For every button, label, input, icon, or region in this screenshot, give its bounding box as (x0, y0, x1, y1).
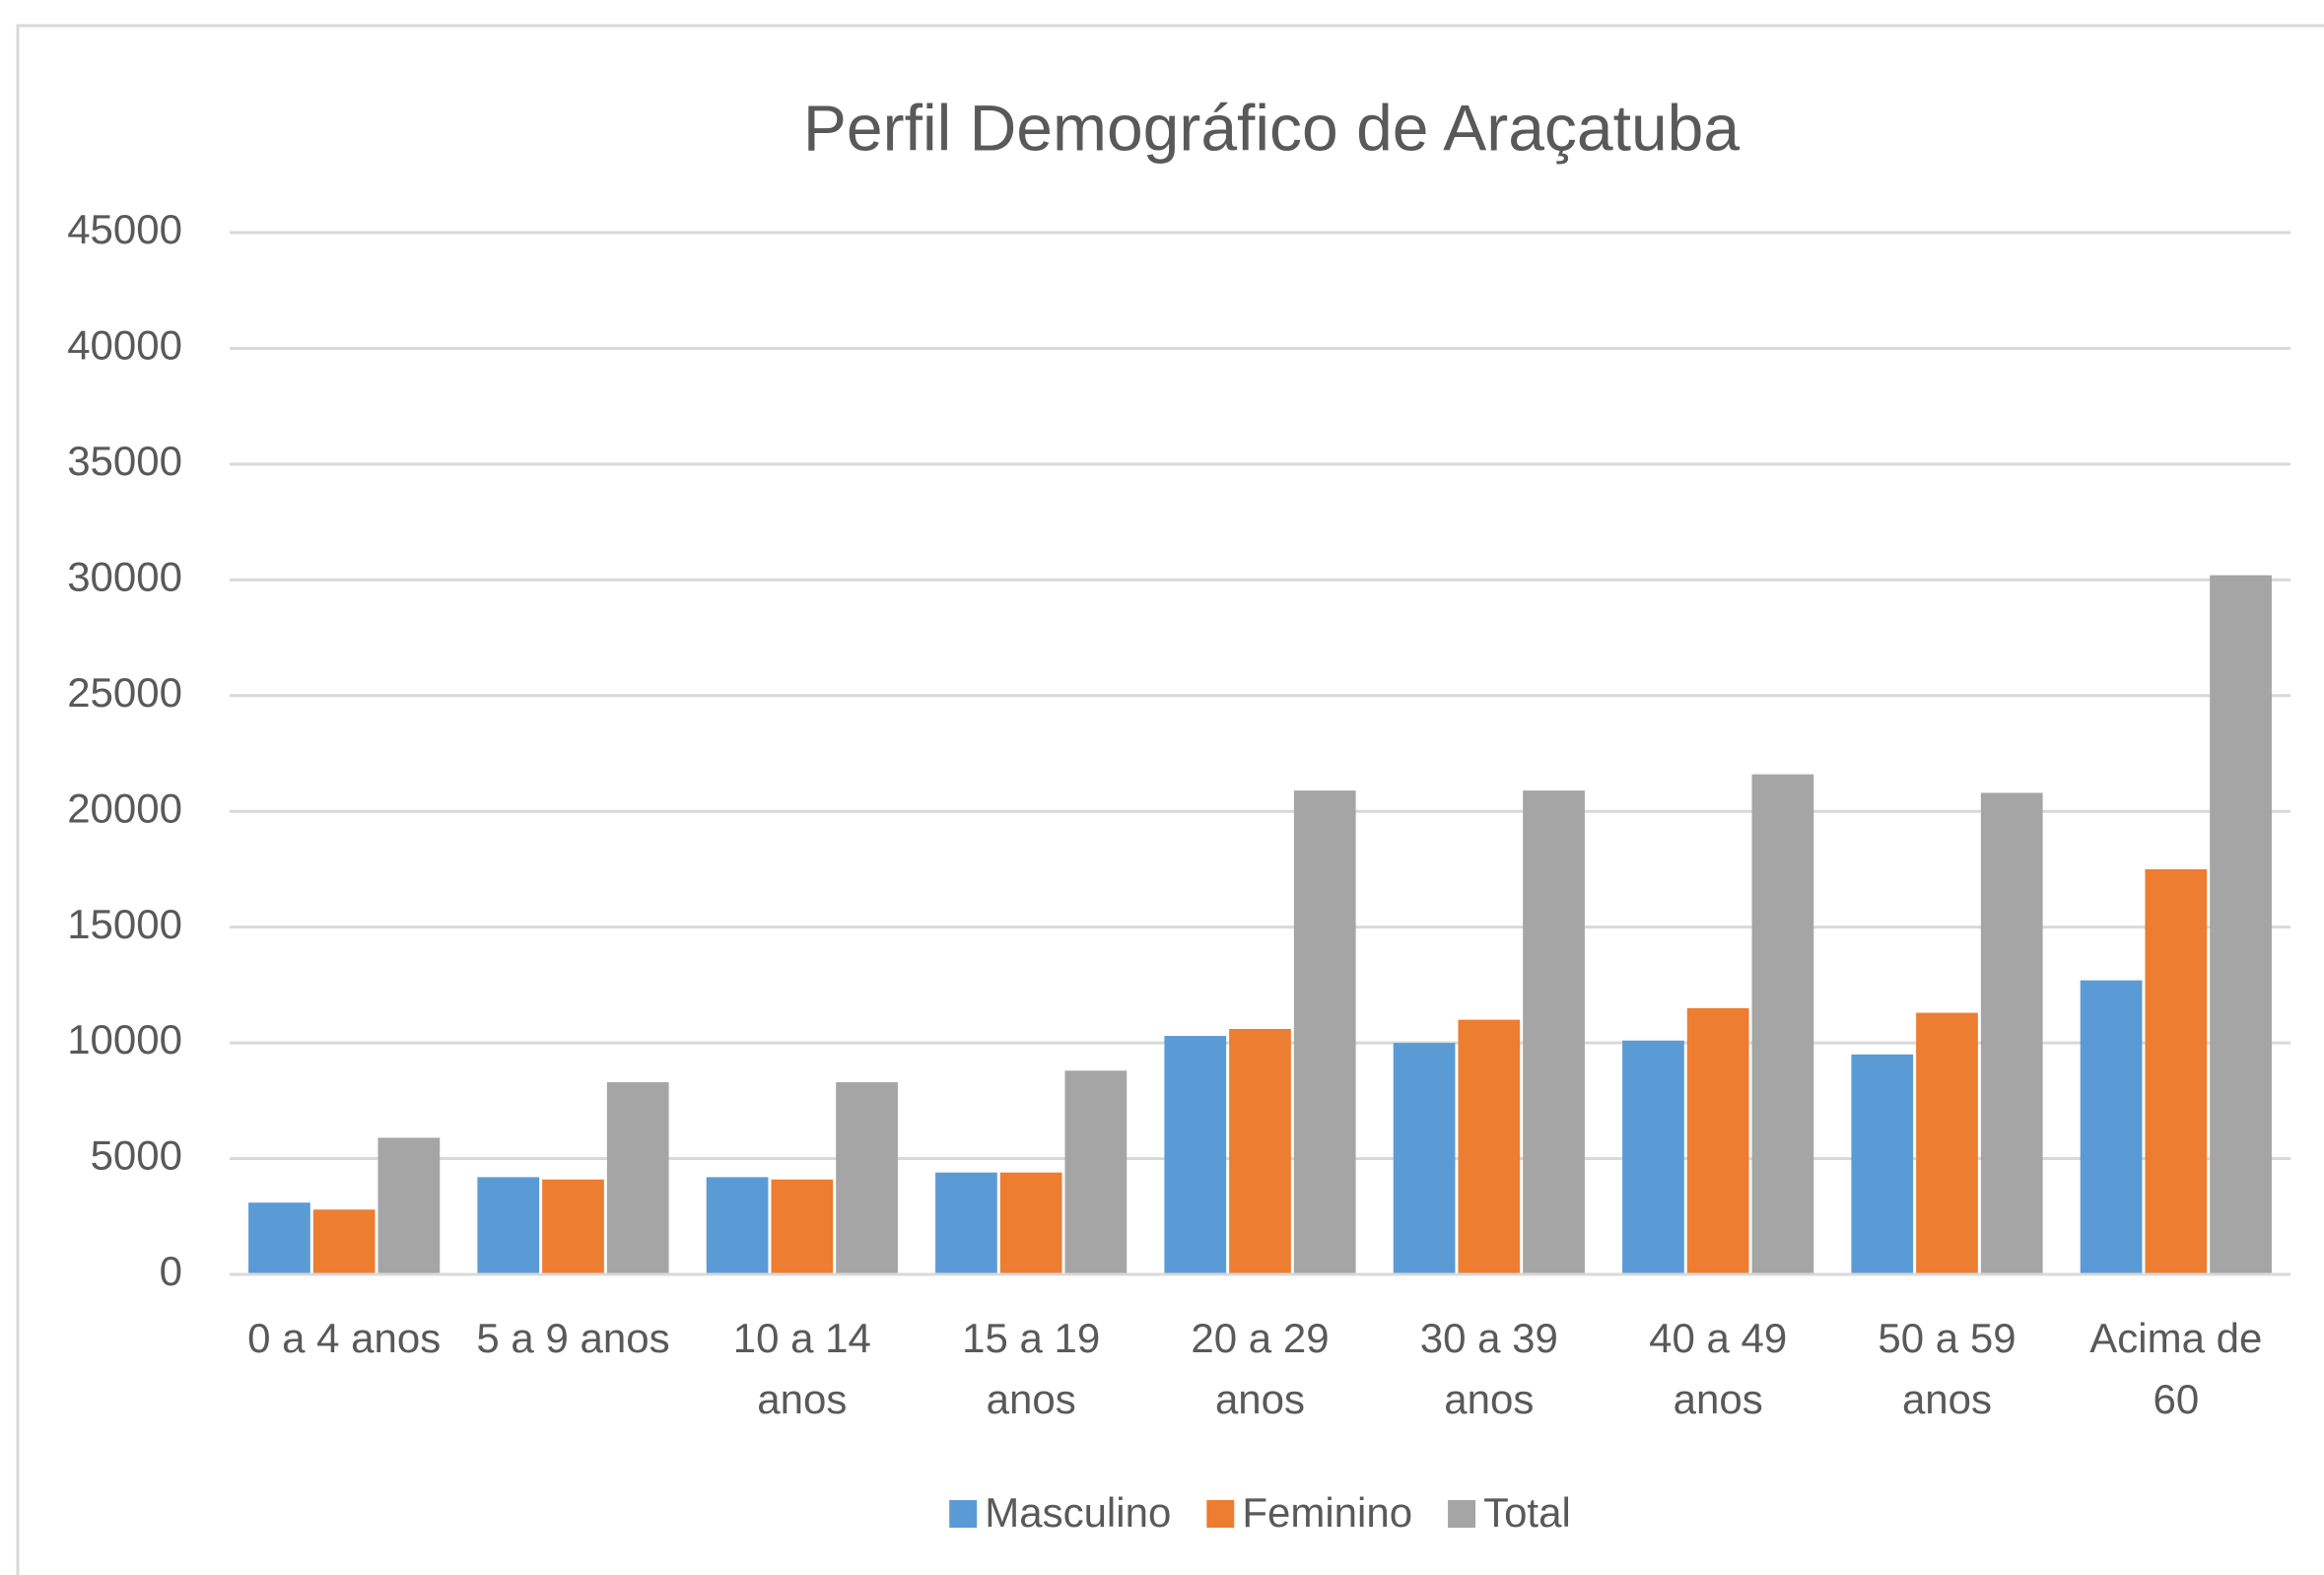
bar (2080, 980, 2143, 1274)
bar (1622, 1040, 1684, 1274)
y-tick-label: 35000 (67, 438, 182, 484)
bar (1523, 790, 1585, 1274)
bar (1164, 1036, 1227, 1274)
x-tick-label: 30 a 39 anos (1420, 1315, 1558, 1422)
legend-label: Masculino (985, 1489, 1171, 1536)
bar (1393, 1043, 1456, 1274)
x-tick-label: 40 a 49 anos (1649, 1315, 1787, 1422)
bar (1293, 790, 1356, 1274)
bar (2210, 575, 2272, 1274)
legend-swatch (1206, 1500, 1235, 1528)
x-tick-label: 50 a 59 anos (1878, 1315, 2016, 1422)
y-tick-label: 15000 (67, 901, 182, 947)
legend-label: Feminino (1242, 1489, 1412, 1536)
x-tick-label: 10 a 14 anos (733, 1315, 871, 1422)
y-tick-label: 10000 (67, 1016, 182, 1062)
y-tick-label: 5000 (91, 1132, 182, 1179)
bar (999, 1172, 1062, 1274)
x-tick-label: 15 a 19 anos (962, 1315, 1100, 1422)
bar (2145, 868, 2208, 1274)
bar (606, 1082, 669, 1274)
x-tick-label: 5 a 9 anos (476, 1315, 669, 1361)
bar (706, 1177, 769, 1274)
bar (312, 1209, 376, 1274)
chart-title: Perfil Demográfico de Araçatuba (803, 91, 1740, 164)
legend-label: Total (1483, 1489, 1571, 1536)
bar (1458, 1019, 1521, 1274)
bar (1851, 1054, 1914, 1274)
legend-swatch (949, 1500, 978, 1528)
bar (771, 1179, 834, 1274)
y-tick-label: 45000 (67, 206, 182, 252)
x-tick-label: 20 a 29 anos (1191, 1315, 1329, 1422)
legend-swatch (1448, 1500, 1476, 1528)
bar (1686, 1007, 1749, 1274)
bar (1064, 1070, 1128, 1274)
legend: Masculino Feminino Total (949, 1489, 1571, 1536)
y-tick-label: 0 (160, 1248, 182, 1294)
bar (935, 1172, 997, 1274)
bar (1980, 792, 2043, 1274)
chart-frame (16, 24, 2324, 1575)
y-tick-label: 40000 (67, 322, 182, 369)
bar (542, 1179, 604, 1274)
bar (477, 1177, 540, 1274)
y-tick-label: 20000 (67, 785, 182, 831)
x-tick-label: Acima de 60 (2089, 1315, 2262, 1422)
y-tick-label: 25000 (67, 669, 182, 716)
bar (377, 1137, 441, 1274)
bar (1916, 1012, 1978, 1274)
x-tick-label: 0 a 4 anos (247, 1315, 441, 1361)
y-tick-label: 30000 (67, 553, 182, 599)
bar (836, 1082, 898, 1274)
bar (1751, 774, 1814, 1274)
bar (248, 1202, 310, 1274)
bar (1229, 1029, 1291, 1274)
